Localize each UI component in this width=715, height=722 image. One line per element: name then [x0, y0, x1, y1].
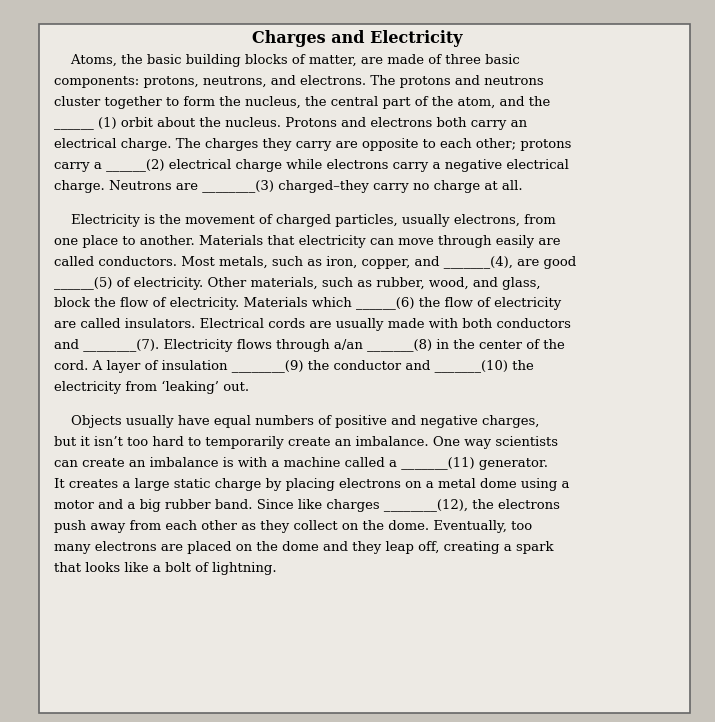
Text: cluster together to form the nucleus, the central part of the atom, and the: cluster together to form the nucleus, th… — [54, 96, 550, 109]
Text: but it isn’t too hard to temporarily create an imbalance. One way scientists: but it isn’t too hard to temporarily cre… — [54, 436, 558, 449]
Text: ______ (1) orbit about the nucleus. Protons and electrons both carry an: ______ (1) orbit about the nucleus. Prot… — [54, 117, 527, 130]
Text: charge. Neutrons are ________(3) charged–they carry no charge at all.: charge. Neutrons are ________(3) charged… — [54, 180, 522, 193]
Text: electricity from ‘leaking’ out.: electricity from ‘leaking’ out. — [54, 381, 249, 394]
Text: It creates a large static charge by placing electrons on a metal dome using a: It creates a large static charge by plac… — [54, 478, 569, 491]
Text: many electrons are placed on the dome and they leap off, creating a spark: many electrons are placed on the dome an… — [54, 541, 553, 554]
Text: Electricity is the movement of charged particles, usually electrons, from: Electricity is the movement of charged p… — [54, 214, 556, 227]
Text: electrical charge. The charges they carry are opposite to each other; protons: electrical charge. The charges they carr… — [54, 138, 571, 151]
Text: cord. A layer of insulation ________(9) the conductor and _______(10) the: cord. A layer of insulation ________(9) … — [54, 360, 533, 373]
Text: that looks like a bolt of lightning.: that looks like a bolt of lightning. — [54, 562, 276, 575]
Text: Atoms, the basic building blocks of matter, are made of three basic: Atoms, the basic building blocks of matt… — [54, 54, 519, 67]
Text: push away from each other as they collect on the dome. Eventually, too: push away from each other as they collec… — [54, 520, 532, 533]
Text: block the flow of electricity. Materials which ______(6) the flow of electricity: block the flow of electricity. Materials… — [54, 297, 561, 310]
Text: Objects usually have equal numbers of positive and negative charges,: Objects usually have equal numbers of po… — [54, 415, 539, 428]
Text: and ________(7). Electricity flows through a/an _______(8) in the center of the: and ________(7). Electricity flows throu… — [54, 339, 564, 352]
Text: called conductors. Most metals, such as iron, copper, and _______(4), are good: called conductors. Most metals, such as … — [54, 256, 576, 269]
Text: Charges and Electricity: Charges and Electricity — [252, 30, 463, 48]
FancyBboxPatch shape — [39, 24, 690, 713]
Text: are called insulators. Electrical cords are usually made with both conductors: are called insulators. Electrical cords … — [54, 318, 571, 331]
Text: components: protons, neutrons, and electrons. The protons and neutrons: components: protons, neutrons, and elect… — [54, 75, 543, 88]
Text: can create an imbalance is with a machine called a _______(11) generator.: can create an imbalance is with a machin… — [54, 457, 548, 470]
Text: ______(5) of electricity. Other materials, such as rubber, wood, and glass,: ______(5) of electricity. Other material… — [54, 277, 540, 290]
Text: motor and a big rubber band. Since like charges ________(12), the electrons: motor and a big rubber band. Since like … — [54, 499, 560, 512]
Text: carry a ______(2) electrical charge while electrons carry a negative electrical: carry a ______(2) electrical charge whil… — [54, 159, 568, 172]
Text: one place to another. Materials that electricity can move through easily are: one place to another. Materials that ele… — [54, 235, 560, 248]
